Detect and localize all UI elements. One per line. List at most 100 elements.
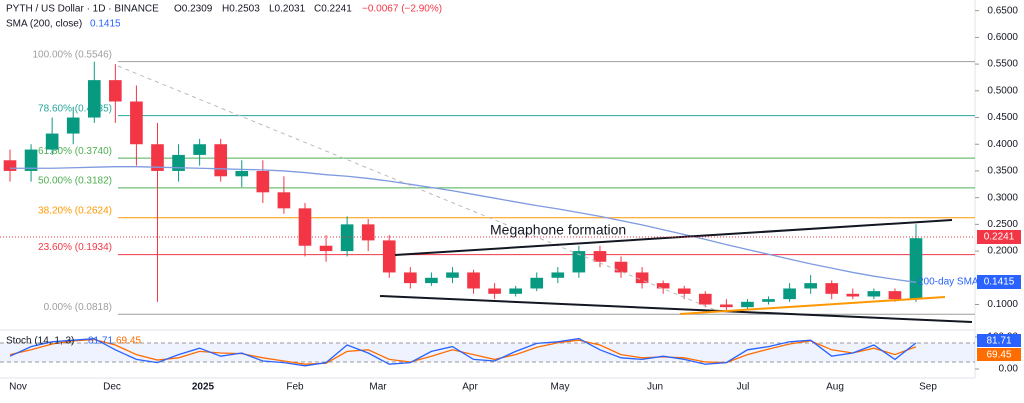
x-tick-label: Feb: [286, 382, 304, 393]
y-tick-label: 0.6000: [987, 32, 1018, 43]
k-tag: 81.71: [986, 336, 1011, 347]
candle-body: [446, 272, 459, 278]
ohlc-close: C0.2241: [314, 4, 352, 15]
x-tick-label: Mar: [369, 382, 387, 393]
stoch-tick-label: 0.00: [999, 364, 1019, 375]
x-tick-label: Aug: [826, 382, 844, 393]
fib-label: 61.80% (0.3740): [38, 146, 112, 157]
d-tag-bg: [977, 348, 1021, 361]
candle-body: [720, 304, 733, 308]
d-tag: 69.45: [986, 350, 1011, 361]
y-tick-label: 0.6500: [987, 5, 1018, 16]
ohlc-high: H0.2503: [222, 4, 260, 15]
sma-value: 0.1415: [90, 19, 121, 30]
candle-body: [762, 299, 775, 302]
stoch-d-value: 69.45: [116, 336, 141, 347]
plot: 0.6500 0.6000 0.5500 0.5000 0.4500 0.4000 0.35…: [3, 5, 1019, 393]
candle-body: [572, 251, 586, 273]
sma-line: [10, 166, 917, 283]
stoch-k-line: [9, 337, 917, 367]
megaphone-lower: [379, 295, 973, 323]
candle-body: [425, 277, 438, 284]
candle-body: [509, 288, 522, 294]
candle-body: [319, 245, 333, 252]
candle-body: [109, 80, 122, 102]
candle-body: [867, 291, 881, 297]
sma-tag: 0.1415: [984, 277, 1015, 288]
candle-body: [151, 144, 164, 171]
candle-body: [741, 301, 754, 308]
candle-body: [551, 272, 565, 278]
ohlc-change: −0.0067 (−2.90%): [362, 4, 442, 15]
ohlc-open: O0.2309: [174, 4, 213, 15]
y-tick-label: 0.1000: [987, 299, 1018, 310]
candle-body: [656, 283, 670, 289]
candle-body: [677, 288, 691, 294]
candle-body: [467, 272, 480, 289]
candle-body: [45, 133, 59, 150]
symbol: PYTH / US Dollar · 1D · BINANCE: [6, 4, 159, 15]
stoch-band: [0, 343, 975, 362]
candle-body: [804, 283, 817, 289]
candle-body: [193, 144, 206, 155]
stoch-k-value: 81.71: [88, 336, 113, 347]
y-tick-label: 0.2500: [987, 219, 1018, 230]
y-tick-label: 0.4000: [987, 139, 1018, 150]
candle-body: [3, 160, 17, 171]
candle-body: [783, 288, 796, 300]
candle-body: [635, 272, 649, 284]
sma-note: 200-day SMA: [918, 277, 979, 288]
stoch-d-line: [9, 338, 917, 365]
candle-body: [909, 238, 923, 300]
pattern-label: Megaphone formation: [490, 222, 626, 238]
x-tick-label: 2025: [192, 382, 215, 393]
y-tick-label: 0.3500: [987, 166, 1018, 177]
candle-body: [298, 208, 312, 246]
candle-body: [488, 288, 501, 294]
fib-label: 38.20% (0.2624): [38, 205, 112, 216]
x-tick-label: Apr: [462, 382, 478, 393]
support-line: [679, 296, 946, 315]
candle-body: [404, 272, 417, 284]
x-tick-label: Jul: [737, 382, 750, 393]
candle-body: [172, 154, 185, 171]
x-tick-label: May: [551, 382, 570, 393]
k-tag-bg: [977, 334, 1021, 347]
candle-body: [530, 277, 544, 289]
candle-body: [888, 291, 902, 300]
fib-label: 100.00% (0.5546): [32, 49, 112, 60]
candle-body: [846, 293, 860, 297]
sma-label: SMA (200, close): [6, 19, 82, 30]
candle-body: [87, 80, 101, 118]
y-tick-label: 0.2000: [987, 246, 1018, 257]
x-tick-label: Nov: [9, 382, 27, 393]
x-tick-label: Sep: [919, 382, 937, 393]
candle-body: [130, 101, 143, 145]
megaphone-upper: [394, 219, 953, 256]
candle-body: [382, 240, 396, 273]
x-tick-label: Dec: [103, 382, 121, 393]
candle-body: [593, 251, 607, 262]
candle-body: [277, 192, 291, 209]
sma-tag-bg: [977, 275, 1021, 289]
fib-label: 23.60% (0.1934): [38, 242, 112, 253]
x-tick-label: Jun: [647, 382, 663, 393]
y-tick-label: 0.5000: [987, 85, 1018, 96]
candle-body: [614, 261, 628, 273]
fib-label: 0.00% (0.0818): [44, 302, 112, 313]
fib-label: 50.00% (0.3182): [38, 176, 112, 187]
price-tag: 0.2241: [984, 232, 1015, 243]
candle-body: [214, 144, 228, 177]
candle-body: [361, 224, 375, 241]
ohlc-low: L0.2031: [269, 4, 306, 15]
candle-body: [340, 224, 354, 252]
candle-body: [24, 149, 38, 171]
price-tag-bg: [977, 230, 1021, 244]
candle-body: [235, 170, 249, 177]
candle-body: [256, 170, 270, 193]
y-tick-label: 0.4500: [987, 112, 1018, 123]
candle-body: [698, 293, 712, 305]
y-tick-label: 0.3000: [987, 192, 1018, 203]
y-tick-label: 0.5500: [987, 59, 1018, 70]
